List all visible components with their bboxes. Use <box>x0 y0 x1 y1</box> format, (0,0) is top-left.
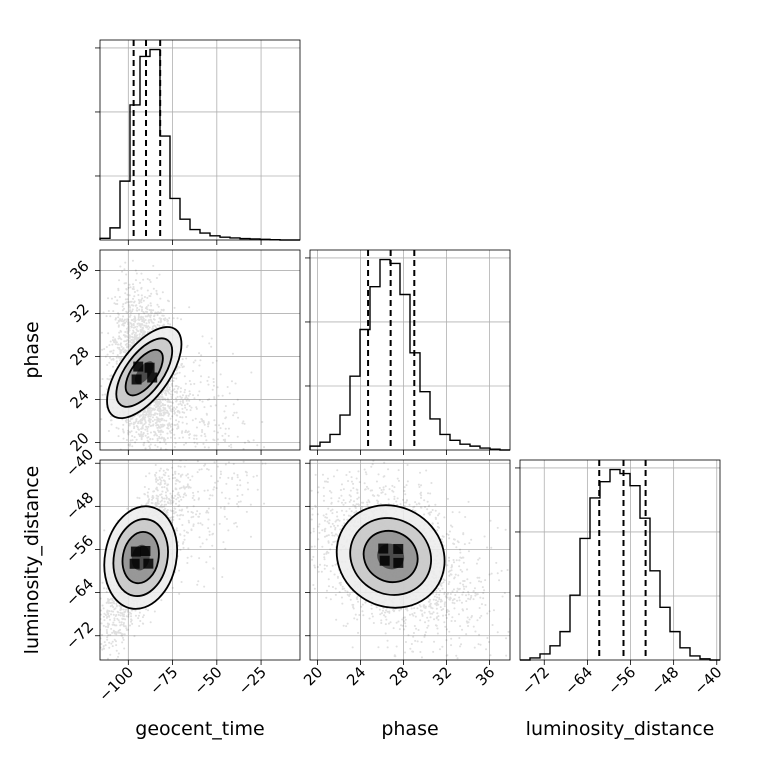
density-peak-cell <box>143 558 154 569</box>
x-tick-label: −56 <box>604 663 639 698</box>
histogram-step-luminosity_distance <box>520 468 720 661</box>
x-tick-label: −64 <box>561 663 596 698</box>
x-axis-label-geocent-time: geocent_time <box>135 718 264 740</box>
histogram-panel-geocent_time <box>95 39 301 245</box>
panel-frame <box>99 459 301 661</box>
histogram-panel-luminosity_distance: −72 −64 −56 −48 −40 <box>515 459 726 698</box>
panel-frame <box>309 249 511 451</box>
density-contour <box>349 517 433 596</box>
x-tick-label: 24 <box>343 663 369 689</box>
panel-frame <box>519 459 721 661</box>
x-tick-label: −75 <box>146 663 181 698</box>
density-peak-cell <box>378 543 389 554</box>
density-peak-cell <box>129 558 140 569</box>
density-peak-cell <box>147 372 158 383</box>
density-contour <box>121 531 160 585</box>
y-axis-label-phase: phase <box>21 321 43 378</box>
panel-frame <box>309 459 511 661</box>
density-contour <box>112 518 169 597</box>
density-peak-cell <box>140 545 151 556</box>
density-peak-cell <box>379 555 390 566</box>
x-tick-label: 20 <box>300 663 326 689</box>
y-tick-label: 24 <box>67 386 93 412</box>
y-tick-label: 36 <box>67 257 93 283</box>
density-contour <box>106 326 183 420</box>
x-tick-label: −100 <box>95 663 137 705</box>
panel-content <box>100 259 266 450</box>
density-peak-cell <box>131 374 142 385</box>
y-tick-label: −72 <box>62 618 97 653</box>
density-contour <box>335 504 446 609</box>
x-axis-label-luminosity-distance: luminosity_distance <box>526 718 715 740</box>
x-tick-label: −72 <box>518 663 553 698</box>
density-contour <box>115 337 174 408</box>
histogram-step-phase <box>309 258 510 451</box>
x-tick-label: 36 <box>472 663 498 689</box>
panel-content <box>310 460 510 660</box>
density-peak-cell <box>393 557 404 568</box>
y-tick-label: −48 <box>62 488 97 523</box>
x-tick-label: 28 <box>386 663 412 689</box>
x-tick-label: −50 <box>191 663 226 698</box>
density-peak-cell <box>393 543 404 554</box>
density-peak-cell <box>144 362 155 373</box>
x-axis-label-phase: phase <box>381 718 438 740</box>
density-panel-phase-vs-luminosity_distance: 20 24 28 32 36 <box>300 459 511 689</box>
density-peak-cell <box>133 361 144 372</box>
histogram-panel-phase <box>305 249 511 455</box>
y-tick-label: −56 <box>62 532 97 567</box>
density-contour <box>124 348 164 397</box>
y-tick-label: −40 <box>62 445 97 480</box>
panel-frame <box>99 249 301 451</box>
x-tick-label: −40 <box>690 663 725 698</box>
x-tick-label: 32 <box>429 663 455 689</box>
y-tick-label: −64 <box>62 575 97 610</box>
y-tick-label: 28 <box>67 343 93 369</box>
histogram-step-geocent_time <box>99 48 300 241</box>
density-contour <box>103 505 178 610</box>
x-tick-label: −48 <box>647 663 682 698</box>
density-contour <box>362 529 419 584</box>
panel-content <box>100 460 267 660</box>
x-tick-label: −25 <box>235 663 270 698</box>
panel-frame <box>99 39 301 241</box>
y-tick-label: 32 <box>67 300 93 326</box>
density-peak-cell <box>130 546 141 557</box>
y-axis-label-luminosity-distance: luminosity_distance <box>21 466 43 655</box>
